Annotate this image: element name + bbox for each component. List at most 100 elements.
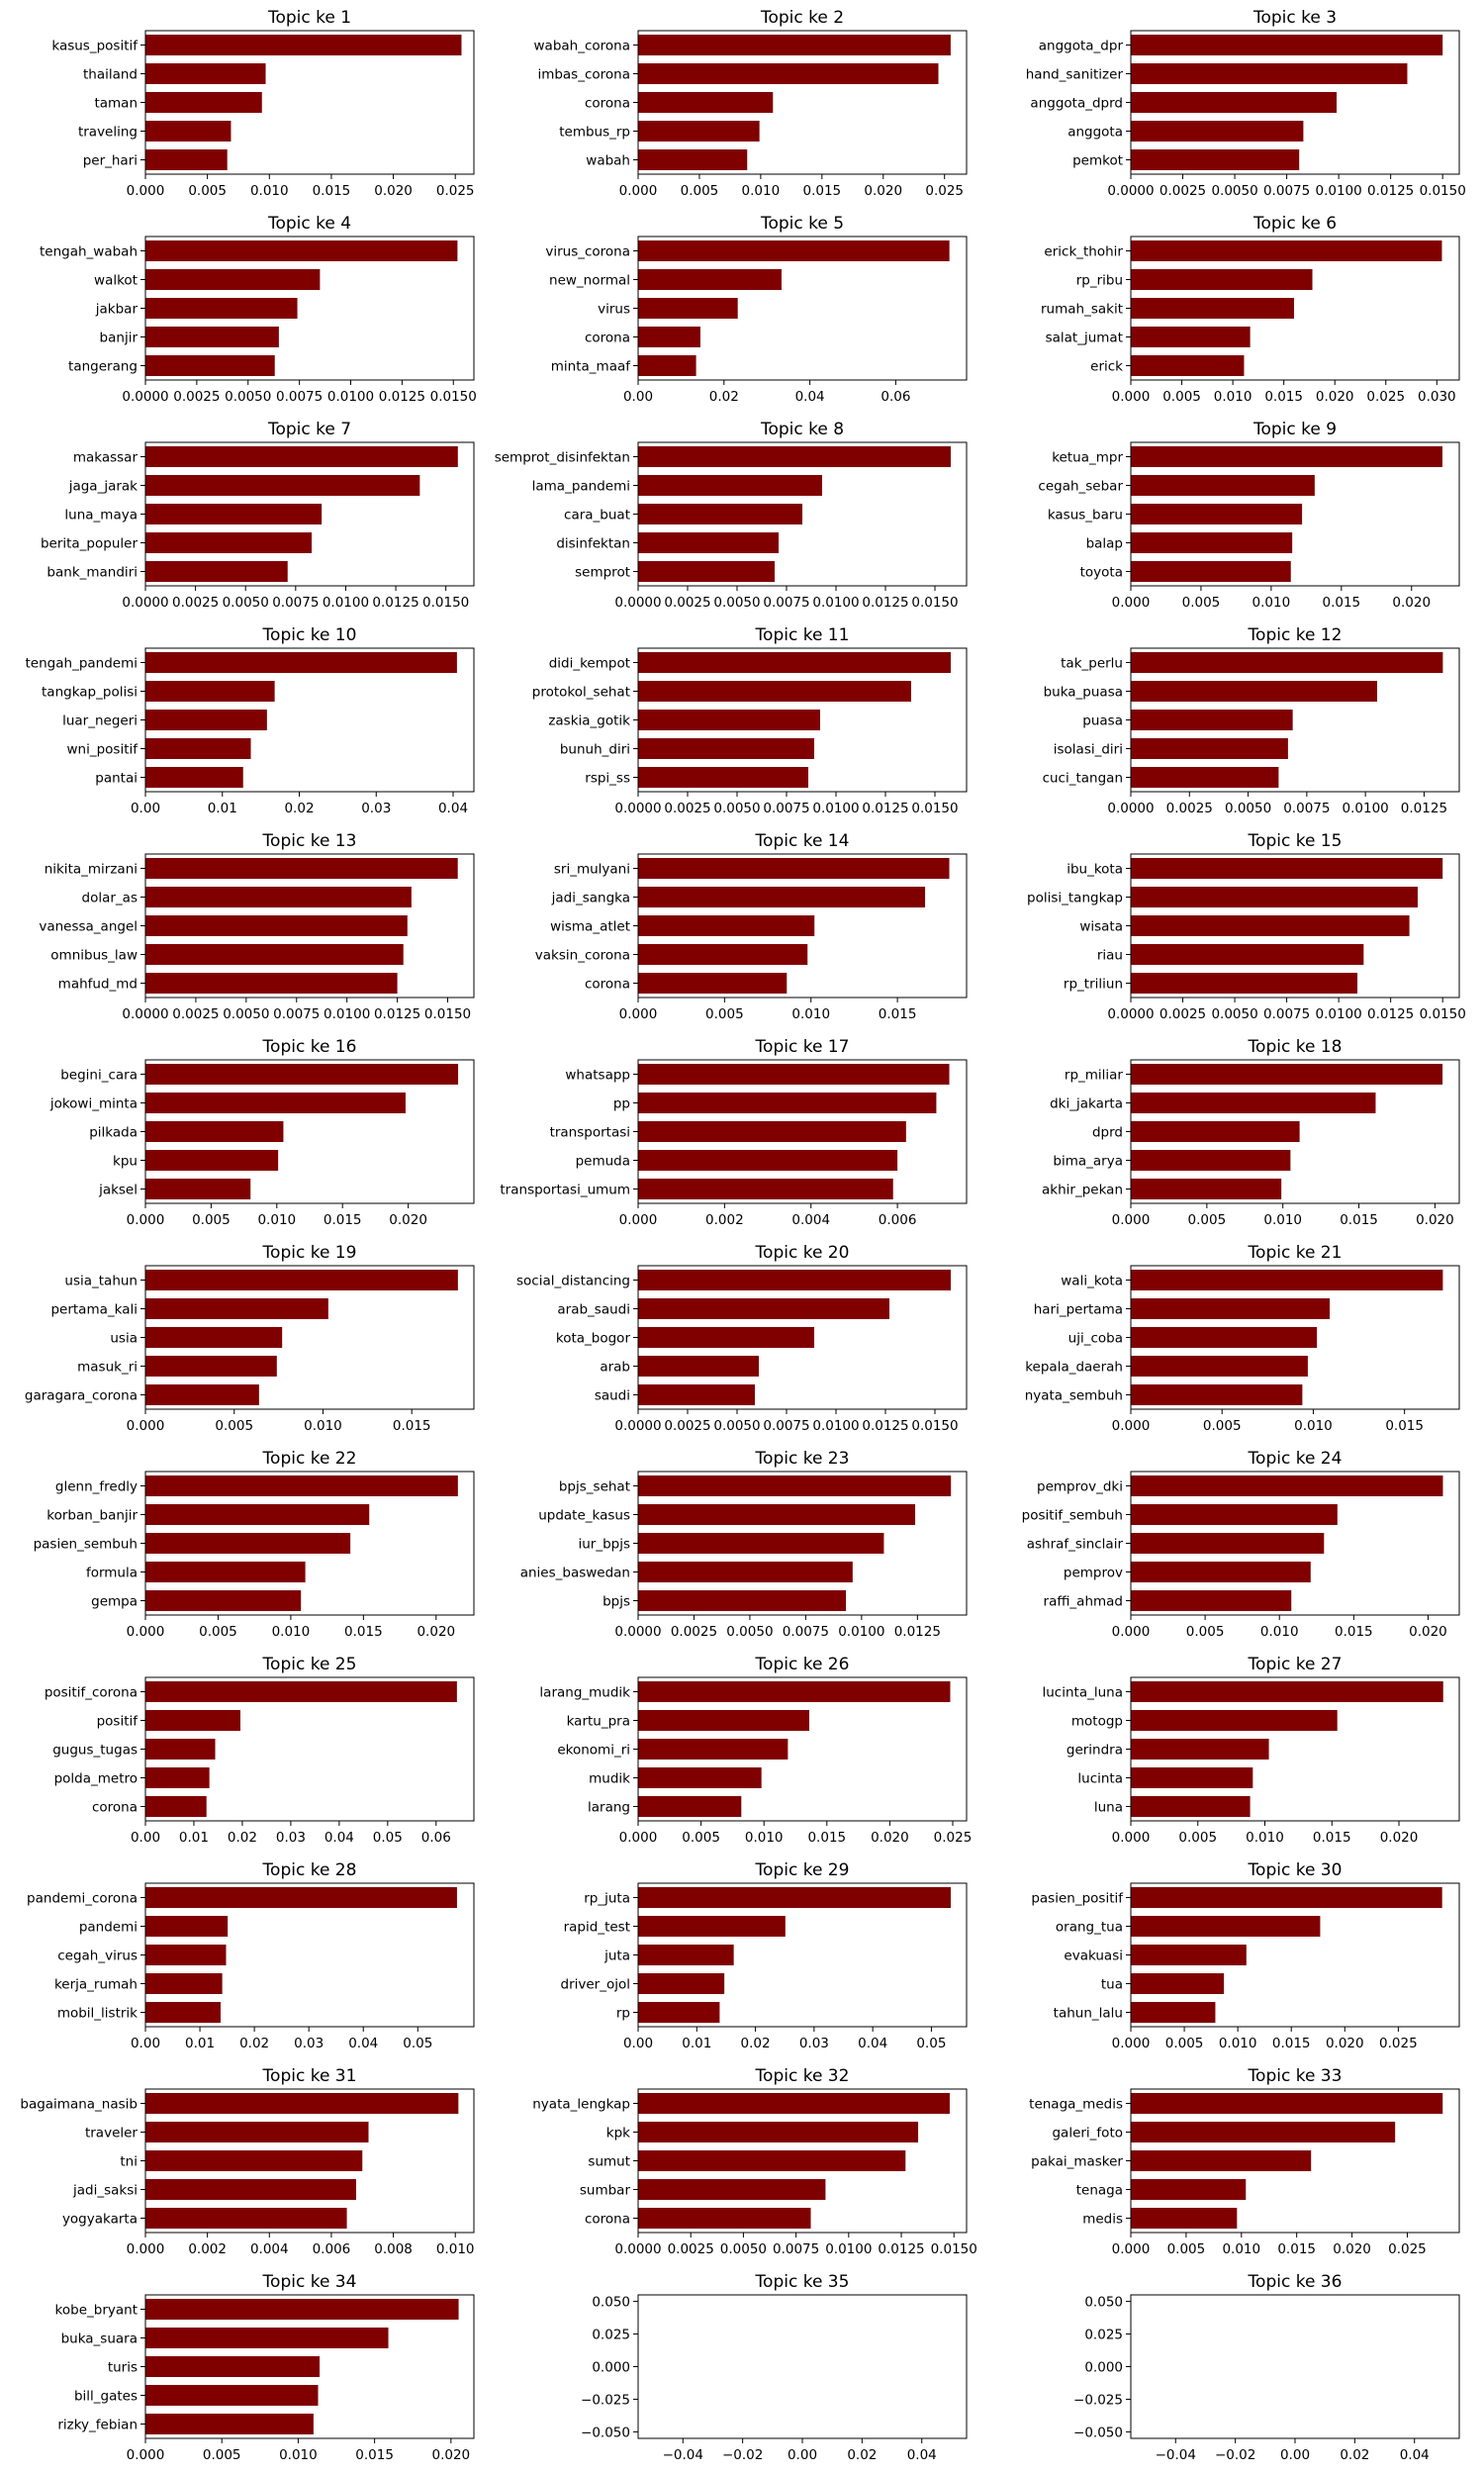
bar-taman	[145, 92, 262, 113]
axes-frame	[637, 853, 968, 999]
x-tick-label: 0.020	[1333, 2241, 1371, 2257]
y-tick-label: corona	[585, 2212, 630, 2228]
x-tick-label: 0.0025	[664, 1418, 710, 1434]
x-tick-label: 0.0150	[911, 595, 958, 611]
y-tick-label: rapid_test	[564, 1920, 630, 1936]
x-tick-label: 0.015	[1313, 1830, 1351, 1846]
y-tick-label: evakuasi	[1064, 1949, 1123, 1964]
x-tick-label: 0.005	[1167, 2241, 1206, 2257]
axes-frame	[144, 1882, 475, 2028]
bar-traveling	[145, 121, 232, 142]
subplot-title: Topic ke 11	[755, 625, 850, 645]
y-tick-label: rspi_ss	[585, 771, 630, 787]
bar-usia	[145, 1327, 283, 1348]
y-tick-label: tni	[120, 2154, 138, 2170]
bar-rp	[638, 2002, 720, 2023]
x-tick-label: 0.0050	[726, 1624, 773, 1640]
x-tick-label: 0.0100	[825, 2241, 872, 2257]
axes-frame	[637, 1265, 968, 1410]
y-tick-label: cegah_sebar	[1038, 479, 1123, 495]
x-tick-label: 0.005	[1162, 389, 1201, 405]
x-tick-label: 0.06	[421, 1830, 451, 1846]
bar-thailand	[145, 63, 266, 84]
y-tick-label: luar_negeri	[62, 714, 138, 729]
subplot-title: Topic ke 10	[262, 625, 357, 645]
bar-vanessa_angel	[145, 915, 408, 936]
y-tick-label: corona	[585, 96, 630, 112]
x-tick-label: 0.020	[1392, 595, 1431, 611]
bar-bill_gates	[145, 2385, 319, 2406]
y-tick-label: saudi	[595, 1388, 630, 1404]
y-tick-label: erick_thohir	[1044, 244, 1123, 260]
bar-pemuda	[638, 1150, 898, 1171]
subplot-title: Topic ke 27	[1248, 1655, 1343, 1674]
y-tick-label: mobil_listrik	[57, 2006, 138, 2022]
bar-hand_sanitizer	[1131, 63, 1408, 84]
axes-frame	[144, 2294, 475, 2439]
y-tick-label: lucinta	[1077, 1771, 1123, 1787]
bar-hari_pertama	[1131, 1298, 1331, 1319]
y-tick-label: jakbar	[95, 302, 139, 318]
x-tick-label: 0.00	[623, 389, 653, 405]
bar-wabah	[638, 149, 748, 170]
y-tick-label: motogp	[1071, 1714, 1123, 1730]
bar-tembus_rp	[638, 121, 760, 142]
bar-kasus_baru	[1131, 504, 1303, 524]
y-tick-label: minta_maaf	[551, 359, 631, 375]
bar-nyata_lengkap	[638, 2093, 950, 2114]
x-tick-label: 0.0075	[273, 1006, 320, 1022]
y-tick-label: isolasi_diri	[1054, 742, 1123, 758]
x-tick-label: 0.0075	[763, 595, 809, 611]
y-tick-label: kerja_rumah	[54, 1977, 138, 1993]
bar-anggota_dpr	[1131, 35, 1443, 55]
x-tick-label: 0.025	[436, 183, 475, 199]
y-tick-label: positif_corona	[45, 1685, 138, 1701]
y-tick-label: pasien_positif	[1031, 1891, 1124, 1907]
y-tick-label: garagara_corona	[25, 1388, 138, 1404]
x-tick-label: 0.0100	[1343, 801, 1389, 816]
x-tick-label: 0.0075	[276, 389, 323, 405]
bar-bpjs_sehat	[638, 1475, 952, 1496]
x-tick-label: 0.005	[1186, 1624, 1225, 1640]
y-tick-label: mahfud_md	[58, 977, 138, 993]
x-tick-label: 0.004	[791, 1212, 830, 1228]
x-tick-label: 0.000	[1112, 1624, 1151, 1640]
bar-erick	[1131, 355, 1245, 376]
x-tick-label: 0.0050	[223, 595, 269, 611]
y-tick-label: hari_pertama	[1034, 1302, 1123, 1318]
bar-sri_mulyani	[638, 858, 950, 879]
x-tick-label: 0.0025	[1159, 1006, 1206, 1022]
x-tick-label: 0.015	[1322, 595, 1360, 611]
x-tick-label: 0.04	[795, 389, 825, 405]
x-tick-label: 0.010	[1260, 1624, 1299, 1640]
y-tick-label: ashraf_sinclair	[1027, 1537, 1124, 1553]
x-tick-label: 0.00	[131, 801, 160, 816]
y-tick-label: juta	[603, 1949, 630, 1964]
x-tick-label: 0.0075	[1283, 801, 1330, 816]
y-tick-label: kasus_positif	[51, 39, 139, 54]
bar-positif	[145, 1710, 240, 1731]
bar-bank_mandiri	[145, 561, 288, 582]
subplot-title: Topic ke 9	[1252, 420, 1337, 439]
subplot-title: Topic ke 25	[262, 1655, 357, 1674]
x-tick-label: 0.005	[203, 2447, 241, 2463]
x-tick-label: 0.0025	[664, 595, 710, 611]
x-tick-label: 0.000	[1112, 1830, 1151, 1846]
x-tick-label: 0.0050	[223, 1006, 269, 1022]
y-tick-label: pilkada	[89, 1125, 138, 1141]
x-tick-label: 0.0075	[1263, 1006, 1310, 1022]
subplot-title: Topic ke 36	[1248, 2272, 1343, 2292]
y-tick-label: salat_jumat	[1046, 331, 1123, 346]
bar-berita_populer	[145, 532, 313, 553]
x-tick-label: 0.03	[361, 801, 391, 816]
x-tick-label: 0.015	[313, 183, 351, 199]
bar-kerja_rumah	[145, 1973, 223, 1994]
x-tick-label: 0.0000	[122, 389, 168, 405]
bar-per_hari	[145, 149, 228, 170]
bar-tahun_lalu	[1131, 2002, 1216, 2023]
bar-cegah_sebar	[1131, 475, 1315, 496]
y-tick-label: −0.050	[581, 2425, 630, 2440]
x-tick-label: 0.0050	[713, 1418, 760, 1434]
y-tick-label: traveling	[78, 125, 138, 141]
x-tick-label: 0.000	[1112, 2036, 1151, 2051]
